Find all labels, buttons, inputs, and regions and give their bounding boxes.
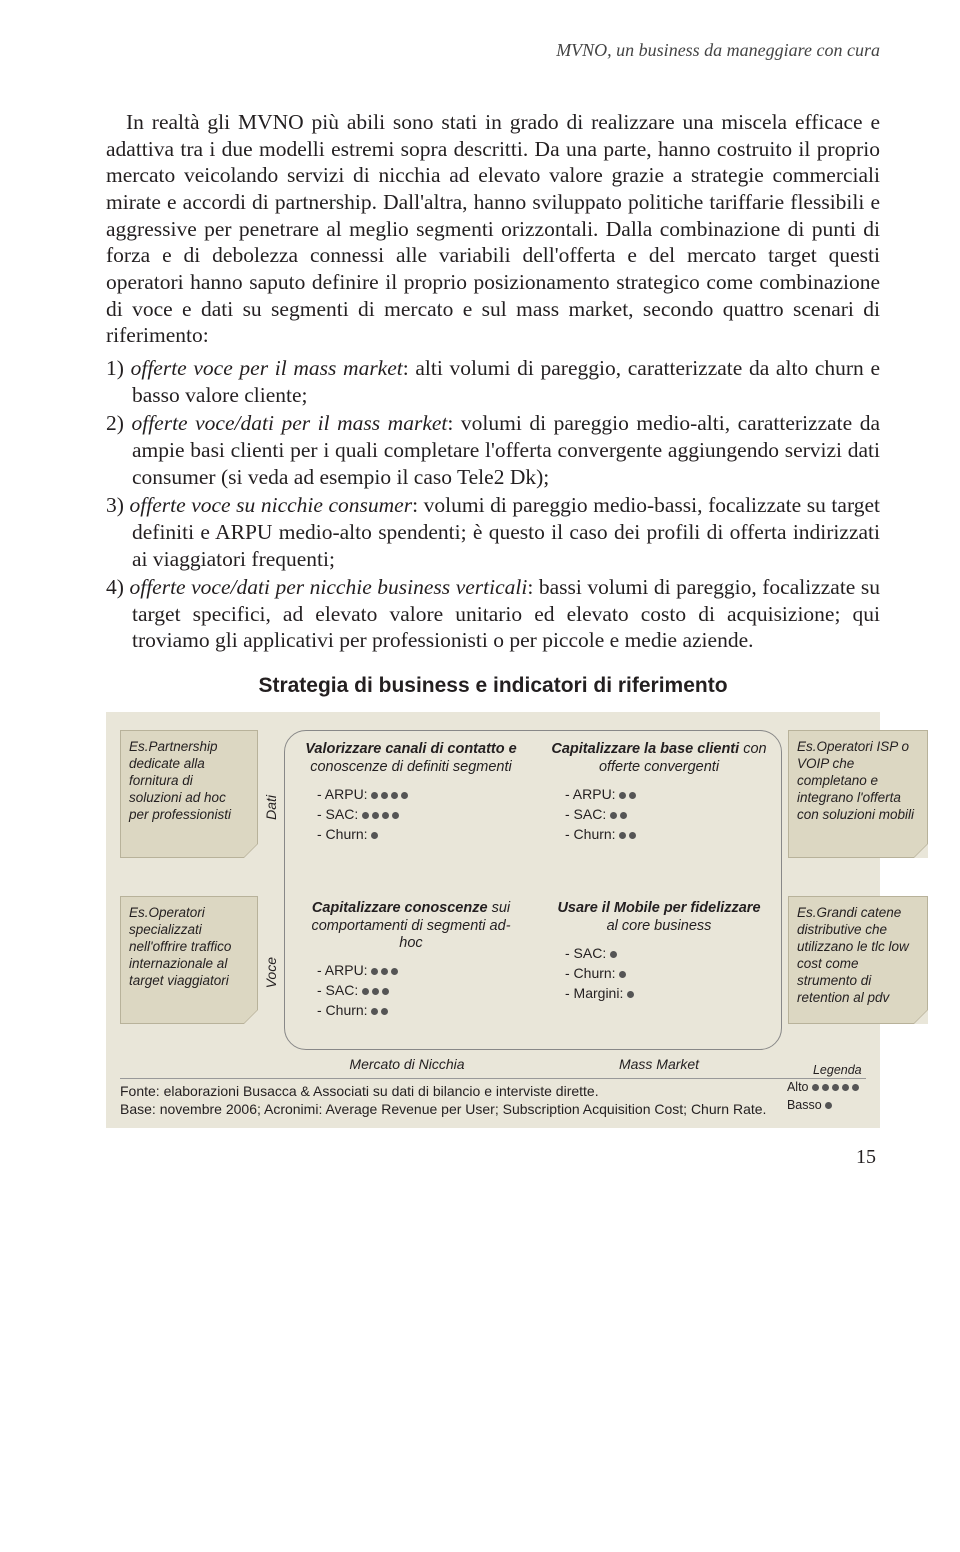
list-item: 4) offerte voce/dati per nicchie busines… (106, 574, 880, 654)
legend-low-dots (825, 1098, 835, 1112)
metric-row: - Churn: (565, 965, 767, 981)
diagram-title: Strategia di business e indicatori di ri… (106, 674, 880, 698)
metrics-br: - SAC: - Churn: - Margini: (551, 945, 767, 1001)
metric-row: - SAC: (317, 806, 519, 822)
x-axis-left: Mercato di Nicchia (284, 1056, 530, 1072)
y-axis-dati: Dati (263, 795, 279, 820)
legend: Legenda Alto Basso (787, 1062, 862, 1115)
y-axis-voce: Voce (263, 957, 279, 988)
example-box-tr: Es.Operatori ISP o VOIP che completano e… (788, 730, 928, 858)
list-item: 1) offerte voce per il mass market: alti… (106, 355, 880, 408)
strategy-matrix: Valorizzare canali di contatto econoscen… (284, 730, 782, 1050)
metric-row: - SAC: (317, 982, 519, 998)
strategy-diagram: Es.Partnership dedicate alla fornitura d… (106, 712, 880, 1128)
metric-row: - SAC: (565, 945, 767, 961)
metrics-bl: - ARPU: - SAC: - Churn: (303, 962, 519, 1018)
metric-row: - ARPU: (317, 786, 519, 802)
example-box-br: Es.Grandi catene distributive che utiliz… (788, 896, 928, 1024)
legend-high-label: Alto (787, 1080, 809, 1094)
diagram-footnote: Fonte: elaborazioni Busacca & Associati … (120, 1078, 866, 1118)
x-axis: Mercato di Nicchia Mass Market (120, 1056, 866, 1072)
list-item: 3) offerte voce su nicchie consumer: vol… (106, 492, 880, 572)
scenario-list: 1) offerte voce per il mass market: alti… (106, 355, 880, 654)
legend-low-label: Basso (787, 1098, 822, 1112)
body-paragraph: In realtà gli MVNO più abili sono stati … (106, 109, 880, 349)
list-item: 2) offerte voce/dati per il mass market:… (106, 410, 880, 490)
metrics-tl: - ARPU: - SAC: - Churn: (303, 786, 519, 842)
quadrant-br: Usare il Mobile per fidelizzareal core b… (533, 890, 781, 1049)
page-number: 15 (106, 1146, 880, 1169)
quadrant-tl: Valorizzare canali di contatto econoscen… (285, 731, 533, 890)
paragraph-text: In realtà gli MVNO più abili sono stati … (106, 109, 880, 349)
metric-row: - Margini: (565, 985, 767, 1001)
metric-row: - ARPU: (317, 962, 519, 978)
metric-row: - Churn: (317, 1002, 519, 1018)
x-axis-right: Mass Market (536, 1056, 782, 1072)
quadrant-bl: Capitalizzare conoscenze sui comportamen… (285, 890, 533, 1049)
quadrant-tr: Capitalizzare la base clienti con offert… (533, 731, 781, 890)
legend-title: Legenda (813, 1062, 862, 1080)
metric-row: - SAC: (565, 806, 767, 822)
example-box-tl: Es.Partnership dedicate alla fornitura d… (120, 730, 258, 858)
metric-row: - ARPU: (565, 786, 767, 802)
metric-row: - Churn: (565, 826, 767, 842)
legend-high-dots (812, 1080, 862, 1094)
example-box-bl: Es.Operatori specializzati nell'offrire … (120, 896, 258, 1024)
metrics-tr: - ARPU: - SAC: - Churn: (551, 786, 767, 842)
running-head: MVNO, un business da maneggiare con cura (106, 40, 880, 61)
metric-row: - Churn: (317, 826, 519, 842)
